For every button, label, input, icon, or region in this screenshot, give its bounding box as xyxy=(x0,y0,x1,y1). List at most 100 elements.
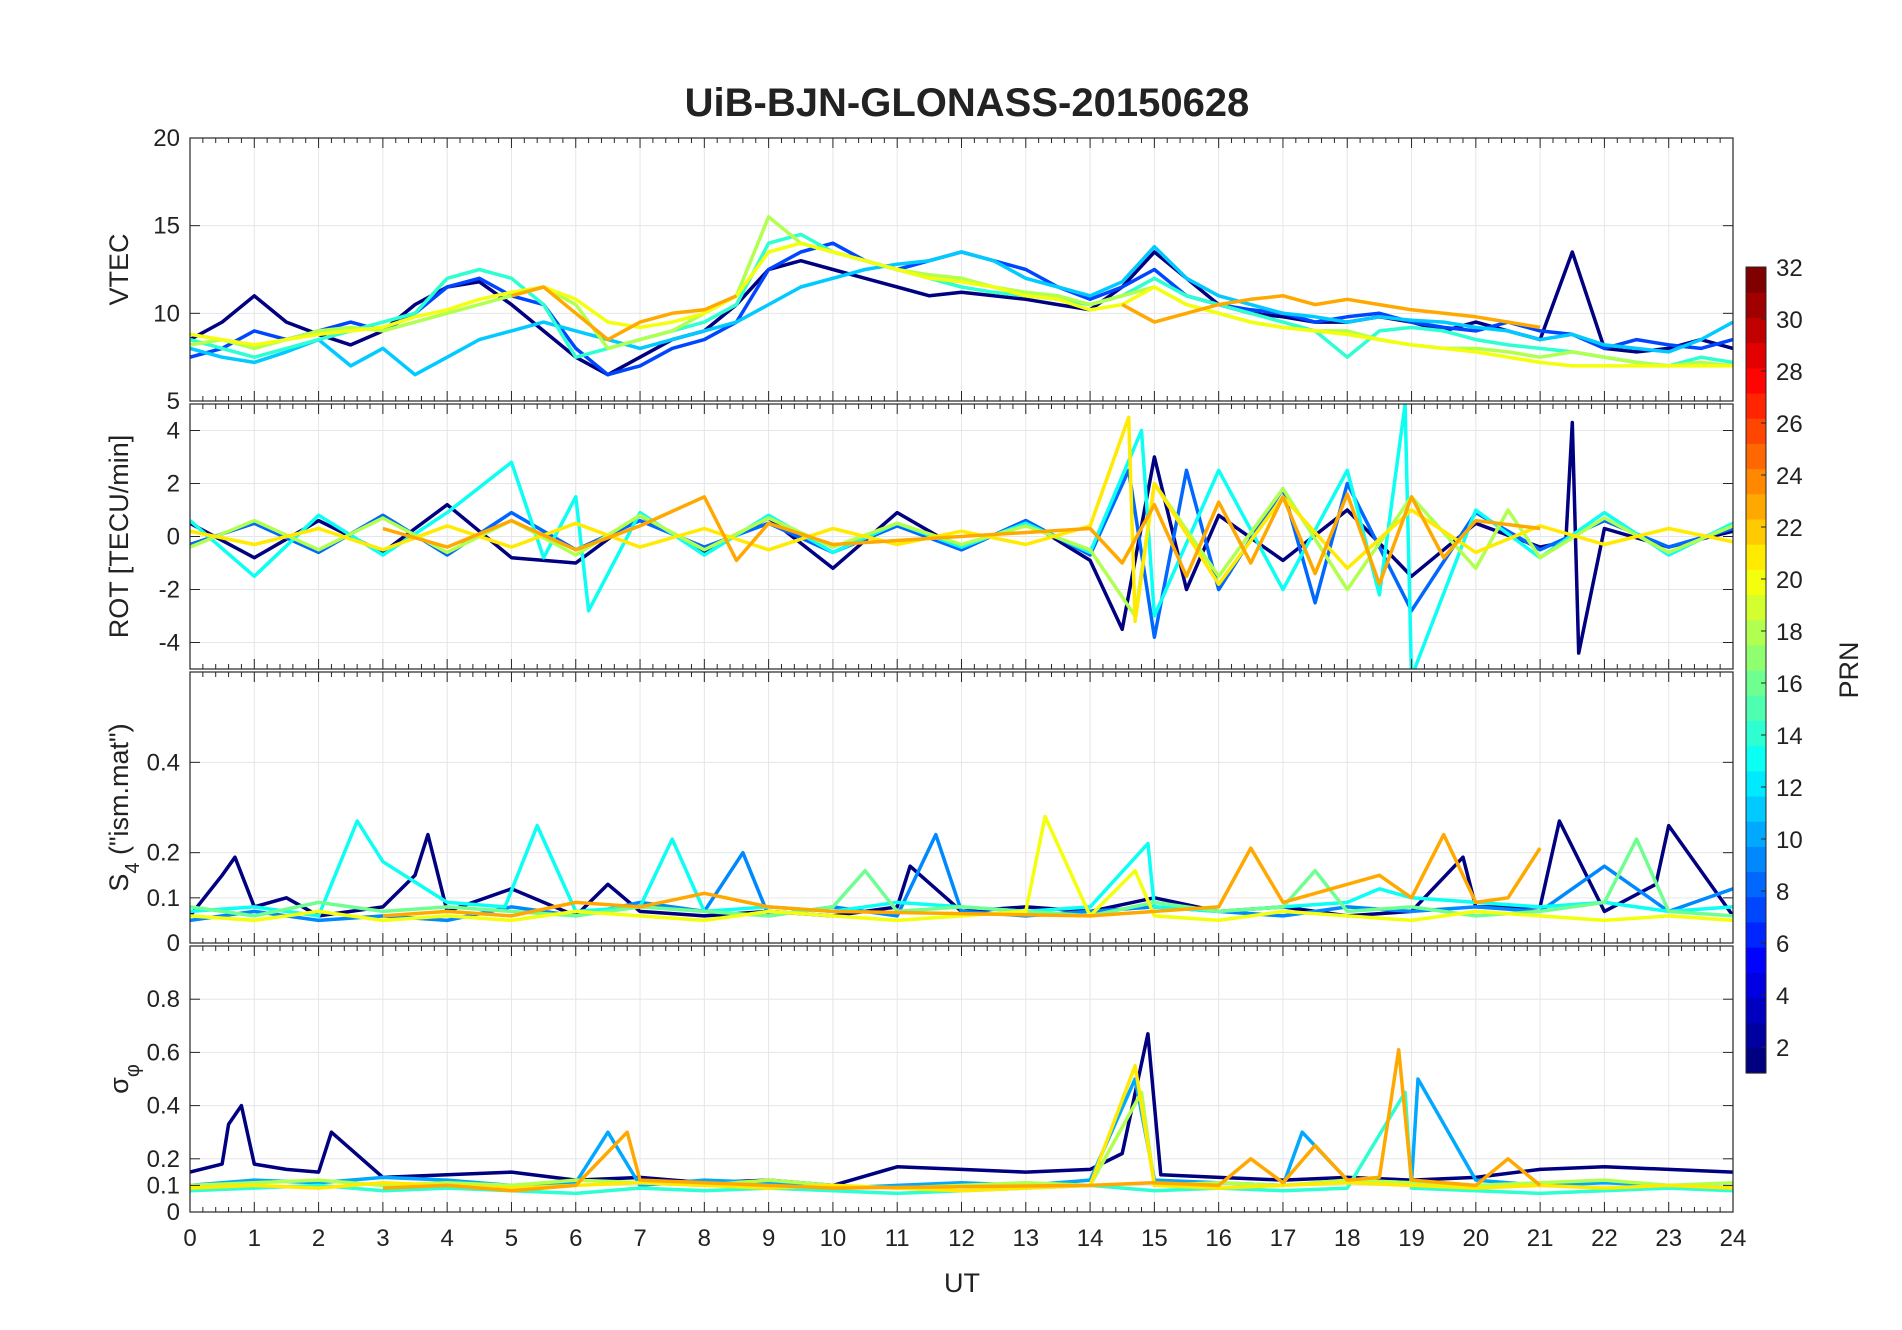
y-axis-label: VTEC xyxy=(104,233,134,305)
series-group xyxy=(190,814,1733,923)
x-ticks xyxy=(189,672,1734,943)
y-axis-label: ROT [TECU/min] xyxy=(104,435,134,639)
colorbar-segment xyxy=(1746,1047,1766,1074)
colorbar-segment xyxy=(1746,745,1766,772)
chart-title: UiB-BJN-GLONASS-20150628 xyxy=(685,81,1250,125)
colorbar-segment xyxy=(1746,644,1766,671)
colorbar-segment xyxy=(1746,695,1766,721)
colorbar-label: PRN xyxy=(1834,641,1864,698)
x-tick-label: 2 xyxy=(312,1225,325,1252)
colorbar-segment xyxy=(1746,342,1766,369)
colorbar-segment xyxy=(1746,267,1766,293)
x-tick-label: 5 xyxy=(505,1225,518,1252)
x-tick-label: 14 xyxy=(1077,1225,1104,1252)
colorbar-tick-label: 2 xyxy=(1776,1035,1789,1062)
y-ticks: 5 10 15 20 xyxy=(153,125,1733,415)
colorbar-tick-label: 8 xyxy=(1776,879,1789,906)
x-tick-label: 17 xyxy=(1270,1225,1297,1252)
x-tick-label: 0 xyxy=(183,1225,196,1252)
series-group xyxy=(190,404,1733,669)
series-line-prn-11 xyxy=(190,244,1733,377)
y-tick-label: 0.1 xyxy=(147,885,180,912)
colorbar-tick-label: 4 xyxy=(1776,983,1789,1010)
colorbar-segment xyxy=(1746,997,1766,1024)
y-tick-label: -2 xyxy=(159,577,180,604)
x-tick-label: 11 xyxy=(885,1225,910,1252)
colorbar-tick-label: 26 xyxy=(1776,411,1803,438)
y-tick-label: 0 xyxy=(167,930,180,957)
colorbar-segment xyxy=(1746,770,1766,797)
series-group xyxy=(190,1032,1733,1196)
x-tick-label: 22 xyxy=(1591,1225,1618,1252)
colorbar-segment xyxy=(1746,1022,1766,1049)
series-line-prn-1 xyxy=(190,1032,1733,1188)
panel-3: 0 0.1 0.2 0.4S4 ("ism.mat") xyxy=(104,671,1734,957)
series-line-prn-20 xyxy=(190,241,1733,368)
x-tick-label: 16 xyxy=(1205,1225,1232,1252)
colorbar-tick-label: 12 xyxy=(1776,775,1803,802)
colorbar-segment xyxy=(1746,418,1766,444)
x-tick-label: 3 xyxy=(376,1225,389,1252)
x-tick-label: 8 xyxy=(698,1225,711,1252)
x-ticks xyxy=(189,138,1734,401)
x-tick-labels: 0 1 2 3 4 5 6 7 8 9 10 11 12 13 14 15 16 17 18 19 20 21 22 23 24 xyxy=(183,1225,1746,1252)
colorbar-segment xyxy=(1746,871,1766,898)
x-tick-label: 4 xyxy=(440,1225,453,1252)
colorbar-segment xyxy=(1746,493,1766,520)
x-ticks xyxy=(189,404,1734,669)
colorbar-segment xyxy=(1746,292,1766,318)
x-ticks xyxy=(189,946,1734,1212)
colorbar-frame xyxy=(1745,266,1767,1074)
x-tick-label: 20 xyxy=(1462,1225,1489,1252)
colorbar-segment xyxy=(1746,569,1766,596)
y-tick-label: 0 xyxy=(167,524,180,551)
colorbar-segment xyxy=(1746,317,1766,344)
y-tick-label: 0.6 xyxy=(147,1039,180,1066)
colorbar-segment xyxy=(1746,972,1766,999)
y-tick-label: 0.2 xyxy=(147,840,180,867)
colorbar-segment xyxy=(1746,367,1766,394)
colorbar-segment xyxy=(1746,392,1766,419)
y-tick-label: 0.2 xyxy=(147,1146,180,1173)
y-tick-label: 15 xyxy=(153,213,180,240)
colorbar-segment xyxy=(1746,670,1766,696)
y-tick-label: 0.1 xyxy=(147,1172,180,1199)
colorbar-segment xyxy=(1746,947,1766,973)
y-axis-label: S4 ("ism.mat") xyxy=(104,723,144,891)
colorbar-segment xyxy=(1746,518,1766,545)
y-tick-label: 5 xyxy=(167,388,180,415)
x-tick-label: 15 xyxy=(1141,1225,1168,1252)
colorbar-segment xyxy=(1746,468,1766,495)
x-tick-label: 6 xyxy=(569,1225,582,1252)
colorbar-tick-label: 10 xyxy=(1776,827,1803,854)
panel-4: 00.10.2 0.4 0.6 0.8 σφ xyxy=(104,945,1734,1226)
y-ticks: 0 0.1 0.2 0.4 xyxy=(147,749,1733,957)
series-line-prn-20 xyxy=(190,814,1733,923)
x-tick-label: 24 xyxy=(1720,1225,1747,1252)
x-tick-label: 18 xyxy=(1334,1225,1361,1252)
colorbar-tick-label: 18 xyxy=(1776,619,1803,646)
colorbar-tick-label: 20 xyxy=(1776,567,1803,594)
y-tick-label: 10 xyxy=(153,300,180,327)
y-tick-label: 0.4 xyxy=(147,1093,180,1120)
colorbar-segment xyxy=(1746,720,1766,747)
series-line-prn-23 xyxy=(382,832,1542,918)
colorbar-tick-label: 6 xyxy=(1776,931,1789,958)
y-tick-label: 0.4 xyxy=(147,749,180,776)
y-ticks: -4 -2 0 2 4 xyxy=(159,418,1733,657)
x-tick-label: 9 xyxy=(762,1225,775,1252)
colorbar-tick-label: 32 xyxy=(1776,255,1803,282)
series-group xyxy=(190,215,1733,377)
colorbar-tick-label: 30 xyxy=(1776,307,1803,334)
panel-1: 5 10 15 20 VTEC xyxy=(104,125,1734,415)
series-line-prn-21 xyxy=(190,415,1733,624)
colorbar-segment xyxy=(1746,821,1766,847)
y-tick-label: -4 xyxy=(159,630,180,657)
series-line-prn-23 xyxy=(382,1047,1542,1193)
colorbar-segment xyxy=(1746,443,1766,470)
x-tick-label: 7 xyxy=(633,1225,646,1252)
y-axis-label: σφ xyxy=(104,1064,144,1094)
